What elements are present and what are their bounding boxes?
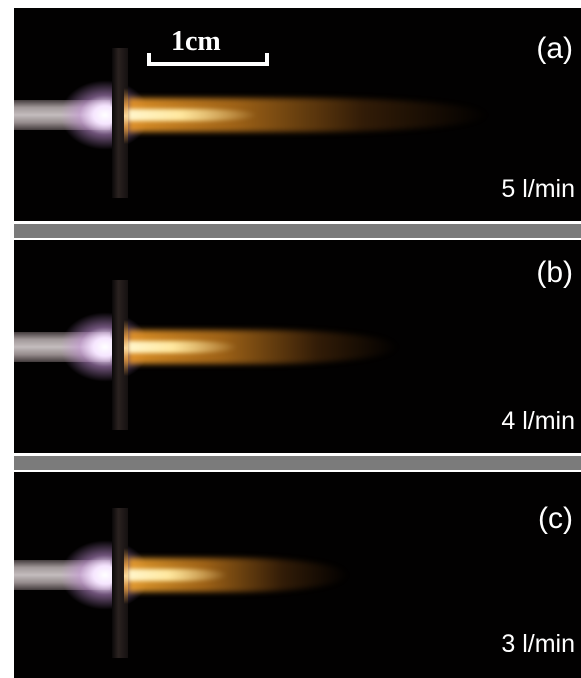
panel-c-label: (c) [538,502,573,535]
nozzle-edge [124,548,128,604]
nozzle [112,48,128,198]
panel-c: (c) 3 l/min [14,472,581,678]
scale-bar: 1cm [147,26,271,76]
plasma-jet-core [128,341,238,353]
nozzle-edge [124,88,128,144]
scale-bar-tick-left [147,53,151,66]
scale-bar-tick-right [265,53,269,66]
panel-a: 1cm (a) 5 l/min [14,8,581,221]
nozzle [112,280,128,430]
panel-a-flow-rate: 5 l/min [501,175,575,203]
panel-separator [14,224,581,238]
scale-bar-label: 1cm [171,26,221,57]
panel-b: (b) 4 l/min [14,240,581,453]
nozzle-edge [124,320,128,376]
plasma-jet-core [128,569,228,581]
panel-b-label: (b) [536,256,573,289]
panel-c-flow-rate: 3 l/min [501,630,575,658]
plasma-jet-core [128,109,258,121]
panel-b-flow-rate: 4 l/min [501,407,575,435]
panel-a-label: (a) [536,32,573,65]
scale-bar-line [147,62,269,66]
panel-separator [14,456,581,470]
nozzle [112,508,128,658]
